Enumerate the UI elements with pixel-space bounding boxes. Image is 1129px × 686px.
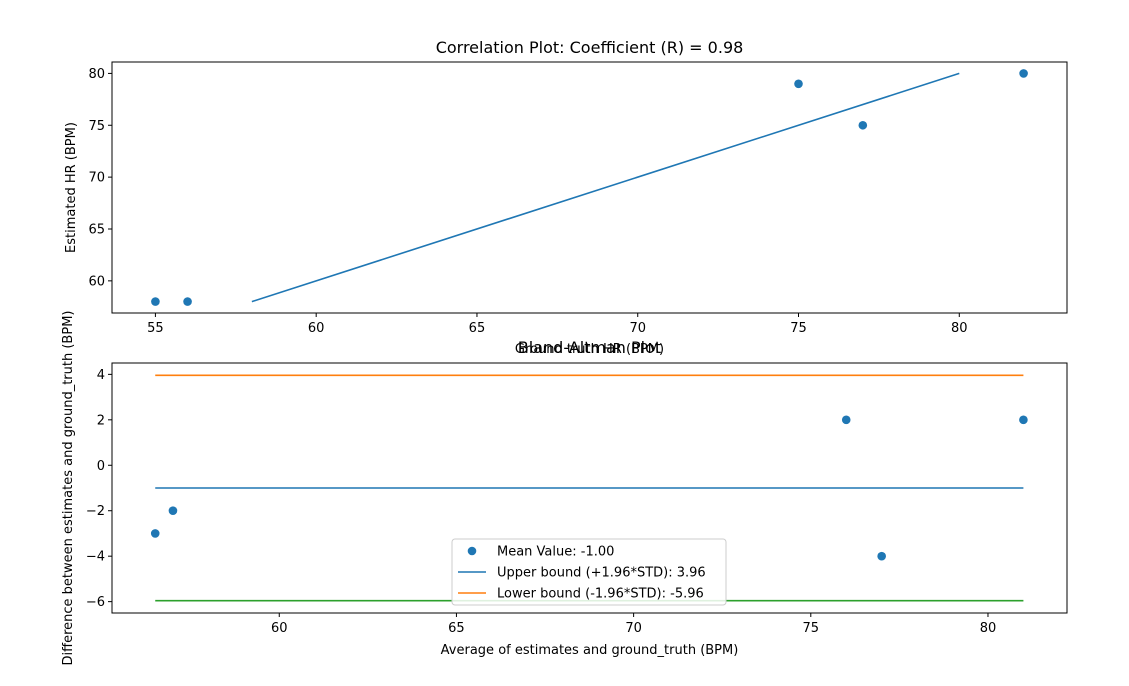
y-tick-label: −2 — [86, 504, 105, 519]
data-point-5 — [1019, 69, 1028, 78]
x-tick-label: 60 — [308, 321, 325, 336]
x-tick-label: 65 — [448, 621, 465, 636]
x-tick-label: 65 — [469, 321, 486, 336]
axes-frame — [111, 61, 1068, 314]
legend-entry: Lower bound (-1.96*STD): -5.96 — [497, 587, 704, 602]
y-tick-label: −6 — [86, 595, 105, 610]
y-tick-label: 0 — [97, 459, 105, 474]
legend: Mean Value: -1.00 Upper bound (+1.96*STD)… — [451, 538, 727, 606]
x-tick-label: 60 — [271, 621, 288, 636]
legend-entry: Mean Value: -1.00 — [497, 545, 614, 560]
data-point-2 — [183, 297, 192, 306]
x-tick-label: 70 — [629, 321, 646, 336]
y-tick-label: −4 — [86, 550, 105, 565]
chart-title: Correlation Plot: Coefficient (R) = 0.98 — [436, 38, 744, 57]
data-point-1 — [151, 297, 160, 306]
y-tick-label: 60 — [88, 274, 105, 289]
legend-entry: Upper bound (+1.96*STD): 3.96 — [497, 566, 706, 581]
y-axis-label: Estimated HR (BPM) — [64, 122, 79, 253]
y-tick-label: 70 — [88, 171, 105, 186]
data-point-4 — [858, 120, 868, 130]
x-tick-label: 55 — [147, 321, 164, 336]
chart-1: 55 60 65 70 75 80 60 65 70 75 80 Ground truth HR (B… — [64, 38, 1068, 357]
x-axis-label: Average of estimates and ground_truth (B… — [441, 643, 739, 658]
data-point-1 — [150, 529, 160, 538]
x-tick-label: 70 — [625, 621, 642, 636]
x-tick-label: 80 — [980, 621, 997, 636]
legend-box — [451, 538, 727, 606]
chart-2: 60 65 70 75 80 −6 −4 −2 0 2 4 Average of estimates … — [61, 311, 1068, 666]
x-tick-label: 80 — [951, 321, 968, 336]
legend-marker — [467, 546, 477, 556]
y-tick-label: 65 — [88, 222, 105, 237]
y-tick-label: 2 — [97, 413, 105, 428]
axes-frame — [111, 362, 1068, 614]
data-point-3 — [841, 415, 851, 425]
y-tick-label: 80 — [88, 67, 105, 82]
chart-title: Bland-Altman Plot — [518, 338, 661, 357]
series-line-2 — [251, 72, 960, 303]
y-axis-label: Difference between estimates and ground_… — [61, 311, 76, 666]
y-tick-label: 4 — [97, 368, 105, 383]
x-tick-label: 75 — [790, 321, 807, 336]
y-tick-label: 75 — [88, 119, 105, 134]
data-point-5 — [1019, 415, 1028, 425]
x-axis-label: Ground truth HR (BPM) — [515, 342, 664, 357]
x-tick-label: 75 — [803, 621, 820, 636]
data-point-4 — [877, 551, 886, 561]
data-point-2 — [168, 506, 178, 516]
data-point-3 — [794, 79, 803, 89]
